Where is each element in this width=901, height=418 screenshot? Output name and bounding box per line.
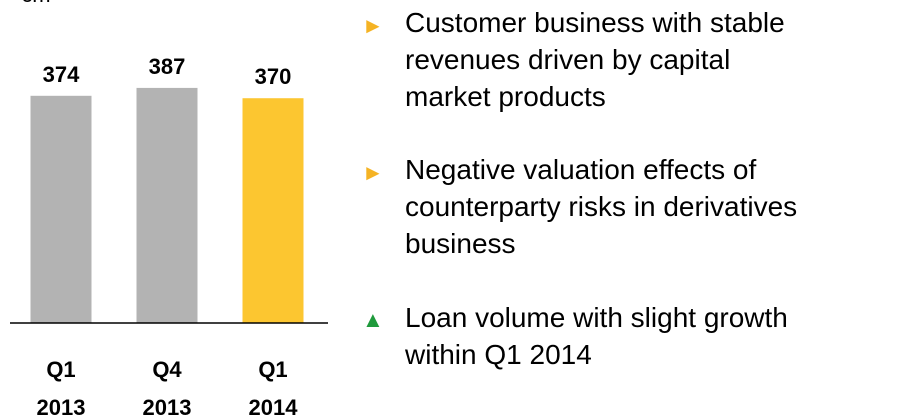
bar [242, 98, 304, 323]
bullet: ▲ Loan volume with slight growth within Q1… [362, 299, 788, 373]
x-tick-label: Q4 2013 [142, 357, 192, 418]
unit-label: €m [20, 0, 51, 7]
bullet-text: Customer business with stable [405, 7, 785, 38]
bullet-text: revenues driven by capital [405, 44, 731, 75]
bullet-text: Negative valuation effects of [405, 154, 757, 185]
bullet-marker: ► [362, 13, 384, 38]
bullet: ► Customer business with stable revenues d… [362, 4, 785, 115]
bullet-text: business [405, 228, 516, 259]
bullet-text: within Q1 2014 [405, 339, 592, 370]
bullet: ► Negative valuation effects of counterpar… [362, 151, 797, 262]
bar [136, 87, 198, 324]
data-label: 374 [43, 62, 80, 87]
chart: €m 374 387 370 [10, 0, 328, 324]
x-tick-label: Q1 2013 [36, 357, 86, 418]
data-label: 387 [149, 54, 186, 79]
bullet-text: counterparty risks in derivatives [405, 191, 798, 222]
bar [30, 95, 92, 323]
bullet-text: Loan volume with slight growth [405, 302, 788, 333]
bullet-text: market products [405, 81, 606, 112]
data-label: 370 [255, 64, 292, 89]
bullet-marker: ▲ [362, 307, 384, 332]
bullet-marker: ► [362, 160, 384, 185]
x-tick-label: Q1 2014 [248, 357, 298, 418]
